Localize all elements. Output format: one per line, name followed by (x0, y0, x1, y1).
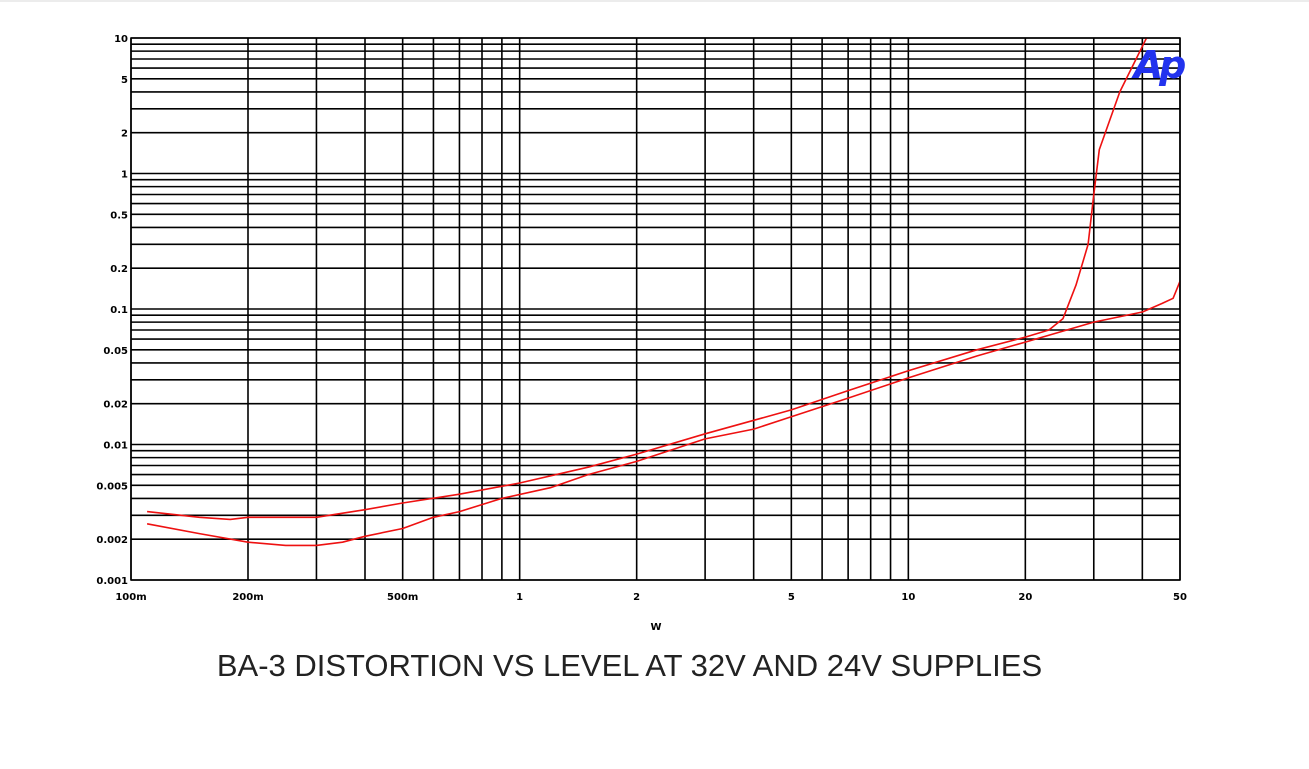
plot-frame (130, 37, 1181, 581)
series-line-1 (147, 37, 1148, 521)
x-tick-labels: 100m 200m 500m 1 2 5 10 20 50 (115, 592, 1187, 603)
x-tick-label: 500m (387, 592, 418, 603)
y-tick-label: 0.5 (110, 210, 128, 221)
y-tick-labels: 10 5 2 1 0.5 0.2 0.1 0.05 0.02 0.01 0.005 0.002 0.00… (96, 34, 128, 587)
y-tick-label: 0.002 (96, 535, 128, 546)
x-tick-label: 1 (516, 592, 523, 603)
y-tick-label: 2 (121, 129, 128, 140)
distortion-chart: 10 5 2 1 0.5 0.2 0.1 0.05 0.02 0.01 0.005 0.002 0.00… (96, 34, 1189, 633)
window-top-border (0, 0, 1309, 2)
grid-lines (130, 37, 1181, 581)
y-tick-label: 10 (114, 34, 128, 45)
y-tick-label: 0.05 (103, 346, 128, 357)
ap-logo: Ap (1131, 43, 1185, 87)
y-tick-label: 0.005 (96, 481, 128, 492)
x-tick-label: 200m (232, 592, 263, 603)
y-tick-label: 1 (121, 170, 128, 181)
series-lines (146, 37, 1181, 547)
x-axis-label: W (650, 622, 661, 633)
x-tick-label: 100m (115, 592, 146, 603)
y-tick-label: 0.2 (110, 264, 128, 275)
x-tick-label: 50 (1173, 592, 1187, 603)
y-tick-label: 0.02 (103, 400, 128, 411)
series-line-2 (146, 280, 1181, 547)
x-tick-label: 2 (633, 592, 640, 603)
y-tick-label: 5 (121, 75, 128, 86)
chart-title: BA-3 DISTORTION VS LEVEL AT 32V AND 24V … (216, 648, 1043, 683)
x-tick-label: 10 (901, 592, 915, 603)
y-tick-label: 0.001 (96, 576, 128, 587)
x-tick-label: 20 (1018, 592, 1032, 603)
x-tick-label: 5 (788, 592, 795, 603)
y-tick-label: 0.01 (103, 441, 128, 452)
y-tick-label: 0.1 (110, 305, 128, 316)
